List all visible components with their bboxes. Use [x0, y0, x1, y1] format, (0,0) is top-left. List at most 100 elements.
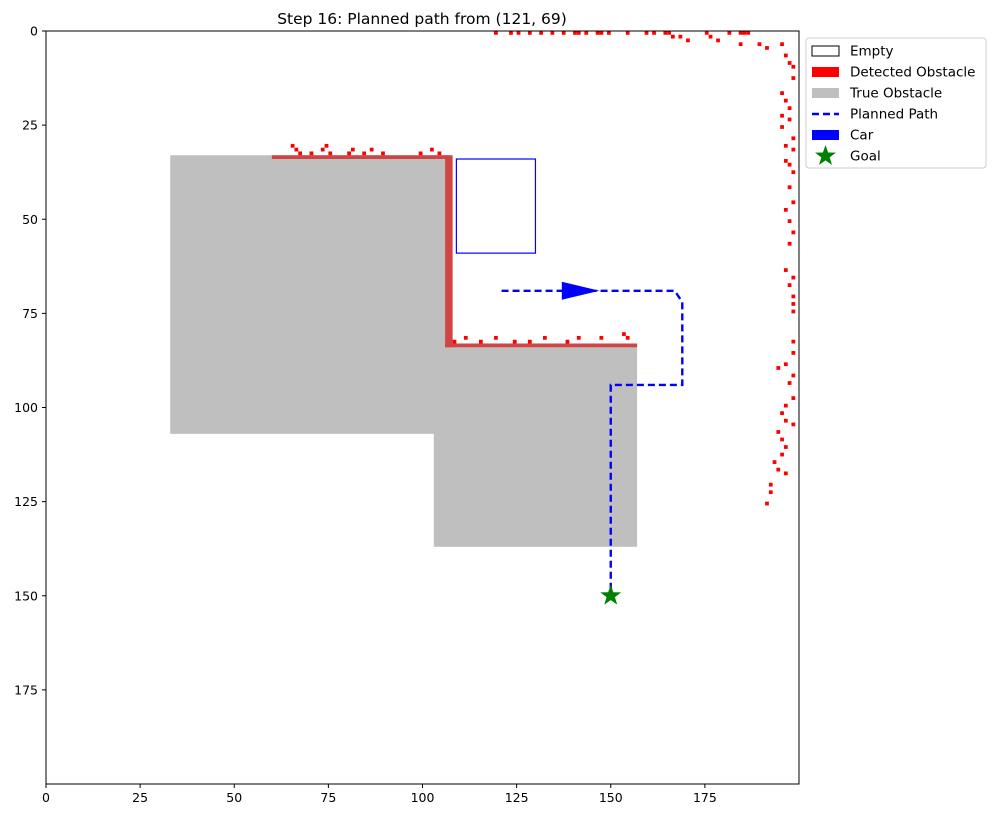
- y-tick-label: 25: [22, 118, 38, 133]
- detected-obstacle-cell: [539, 31, 543, 35]
- legend-label: Planned Path: [850, 107, 938, 123]
- detected-obstacle-cell: [652, 31, 656, 35]
- x-tick-label: 150: [599, 790, 623, 805]
- detected-obstacle-cell: [606, 31, 611, 35]
- detected-obstacle-cell: [783, 362, 788, 367]
- x-tick-label: 125: [505, 790, 529, 805]
- detected-obstacle-cell: [418, 151, 423, 156]
- legend-swatch-empty: [811, 45, 840, 57]
- detected-obstacle-cell: [780, 411, 784, 416]
- detected-obstacle-cell: [369, 147, 374, 152]
- x-tick-label: 175: [693, 790, 717, 805]
- detected-obstacle-cell: [437, 151, 442, 156]
- detected-obstacle-edge: [271, 155, 449, 160]
- true-obstacle: [170, 155, 449, 434]
- detected-obstacle-cell: [494, 335, 498, 340]
- detected-obstacle-edge: [445, 155, 453, 348]
- detected-obstacle-cell: [776, 467, 781, 472]
- detected-obstacle-cell: [791, 396, 796, 400]
- detected-obstacle-cell: [780, 437, 784, 442]
- detected-obstacle-cell: [362, 151, 367, 156]
- detected-obstacle-cell: [509, 31, 513, 35]
- detected-obstacle-cell: [573, 31, 577, 35]
- detected-obstacle-cell: [791, 230, 796, 235]
- detected-obstacle-cell: [738, 31, 743, 35]
- y-axis: 0 25 50 75 100 125 150 175: [14, 24, 46, 697]
- detected-obstacle-cell: [787, 162, 792, 167]
- detected-obstacle-cell: [644, 31, 649, 35]
- detected-obstacle-cell: [783, 159, 788, 163]
- y-tick-label: 175: [14, 682, 38, 697]
- detected-obstacle-cell: [309, 151, 314, 156]
- detected-obstacle-cell: [565, 339, 570, 344]
- detected-obstacle-cell: [791, 302, 796, 306]
- detected-obstacle-cell: [678, 34, 683, 39]
- legend-label: Car: [850, 128, 874, 144]
- detected-obstacle-cell: [791, 339, 796, 344]
- x-tick-label: 25: [132, 790, 148, 805]
- planned-path: [501, 289, 684, 596]
- detected-obstacle-cell: [783, 471, 788, 476]
- detected-obstacle-cell: [772, 460, 777, 464]
- detected-obstacle-cell: [791, 147, 796, 152]
- detected-obstacle-cell: [542, 335, 547, 340]
- detected-obstacle-cell: [584, 31, 589, 35]
- detected-obstacle-cell: [625, 31, 630, 35]
- detected-obstacle-cell: [791, 351, 796, 355]
- detected-obstacle-cell: [625, 335, 630, 340]
- chart-title: Step 16: Planned path from (121, 69): [277, 10, 567, 28]
- detected-obstacle-cell: [738, 42, 743, 47]
- detected-obstacle-cell: [780, 113, 784, 118]
- detected-obstacle-cell: [463, 335, 468, 340]
- detected-obstacle-cell: [791, 422, 796, 427]
- detected-obstacle-cell: [320, 147, 325, 152]
- detected-obstacle-cell: [516, 31, 521, 35]
- legend-frame: [805, 37, 987, 169]
- detected-obstacle-cell: [746, 31, 751, 35]
- detected-obstacle-cell: [347, 151, 351, 156]
- y-tick-label: 0: [30, 24, 38, 39]
- detected-obstacle-cell: [494, 31, 498, 35]
- detected-obstacle-cell: [787, 381, 792, 385]
- detected-obstacle-cell: [350, 147, 355, 152]
- detected-obstacle-cell: [780, 42, 784, 47]
- detected-obstacle-cell: [599, 335, 604, 340]
- detected-obstacle-cell: [787, 283, 792, 288]
- detected-edge-layer: [271, 155, 638, 348]
- detected-obstacle-cell: [783, 418, 788, 423]
- detected-obstacle-cell: [663, 31, 668, 35]
- detected-obstacle-cell: [667, 31, 671, 35]
- detected-obstacle-cell: [452, 339, 457, 344]
- detected-obstacle-cell: [787, 61, 792, 65]
- true-obstacle: [433, 343, 638, 547]
- detected-obstacle-cell: [791, 294, 796, 299]
- detected-obstacle-cell: [791, 170, 796, 175]
- detected-obstacle-cell: [686, 38, 690, 43]
- legend-swatch-car: [812, 130, 839, 140]
- detected-obstacle-cell: [787, 185, 792, 190]
- detected-obstacle-cell: [561, 31, 566, 35]
- detected-obstacle-cell: [780, 91, 784, 96]
- detected-obstacle-cell: [298, 151, 303, 156]
- goal-layer: [600, 584, 622, 605]
- detected-obstacle-cell: [576, 335, 581, 340]
- detected-obstacle-cell: [599, 31, 604, 35]
- detected-obstacle-cell: [783, 268, 788, 272]
- detected-obstacle-cell: [478, 339, 483, 344]
- detected-obstacle-cell: [328, 151, 333, 156]
- detected-obstacle-cell: [776, 430, 781, 434]
- detected-obstacle-cell: [757, 42, 762, 47]
- detected-obstacle-cell: [670, 34, 675, 39]
- detected-obstacle-cell: [787, 117, 792, 122]
- detected-obstacle-cell: [576, 31, 581, 35]
- detected-obstacle-cell: [708, 34, 713, 39]
- detected-obstacle-cell: [768, 490, 773, 495]
- detected-obstacle-cell: [783, 143, 788, 148]
- detected-obstacle-cell: [787, 106, 792, 111]
- detected-obstacle-cell: [324, 143, 329, 148]
- detected-obstacle-cell: [787, 241, 792, 246]
- plot-area: [45, 30, 800, 785]
- detected-obstacle-cell: [290, 143, 295, 148]
- detected-obstacle-cell: [780, 452, 784, 457]
